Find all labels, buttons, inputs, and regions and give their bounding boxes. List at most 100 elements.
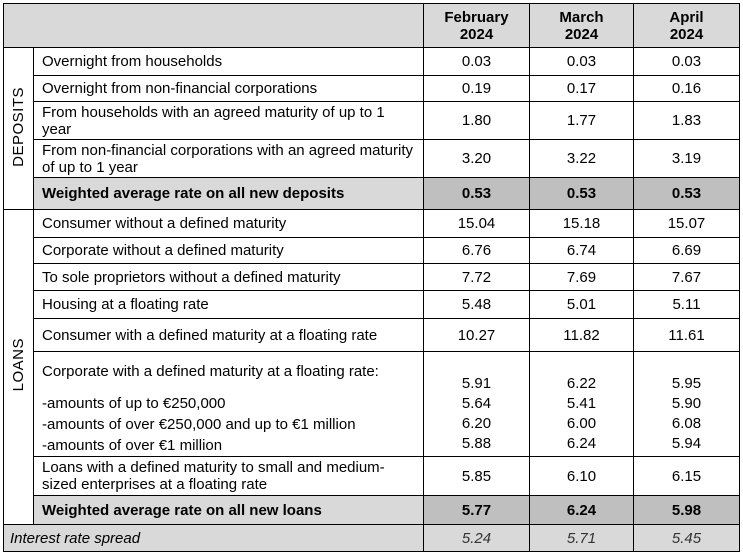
group-value: 5.95 <box>671 375 702 392</box>
subrow-value: 5.41 <box>566 395 597 412</box>
section-title: LOANS <box>10 338 27 392</box>
value-cell: 0.53 <box>633 177 740 210</box>
value-cell: 5.48 <box>423 290 530 319</box>
table-row: Overnight from non-financial corporation… <box>4 75 740 102</box>
value-cell: 3.22 <box>529 139 634 178</box>
section-title: DEPOSITS <box>10 86 27 167</box>
column-year: 2024 <box>669 25 704 43</box>
subrow-label: -amounts of over €250,000 and up to €1 m… <box>42 416 356 433</box>
value-cell: 0.53 <box>529 177 634 210</box>
row-label: Housing at a floating rate <box>33 290 424 319</box>
value-cell: 5.91 5.64 6.20 5.88 <box>423 351 530 457</box>
value-cell: 5.77 <box>423 495 530 525</box>
spread-label: Interest rate spread <box>3 524 424 552</box>
value-cell: 6.74 <box>529 237 634 264</box>
column-month: April <box>669 8 704 26</box>
value-cell: 5.85 <box>423 456 530 496</box>
group-value: 6.22 <box>566 375 597 392</box>
table-row: LOANS Consumer without a defined maturity… <box>3 209 740 525</box>
table-row: From households with an agreed maturity … <box>4 101 740 140</box>
value-cell: 1.80 <box>423 101 530 140</box>
value-cell: 0.17 <box>529 75 634 102</box>
subrow-value: 5.94 <box>671 435 702 452</box>
table-row: Weighted average rate on all new deposit… <box>4 177 740 210</box>
value-cell: 0.03 <box>529 47 634 76</box>
column-header: March 2024 <box>529 3 634 48</box>
value-cell: 6.76 <box>423 237 530 264</box>
value-cell: 11.61 <box>633 318 740 352</box>
table-row: To sole proprietors without a defined ma… <box>4 263 740 291</box>
value-cell: 0.03 <box>633 47 740 76</box>
value-cell: 6.22 5.41 6.00 6.24 <box>529 351 634 457</box>
column-year: 2024 <box>459 25 494 43</box>
value-cell: 5.95 5.90 6.08 5.94 <box>633 351 740 457</box>
value-cell: 0.19 <box>423 75 530 102</box>
value-cell: 5.01 <box>529 290 634 319</box>
row-label: Overnight from households <box>33 47 424 76</box>
value-cell: 11.82 <box>529 318 634 352</box>
table-row: Loans with a defined maturity to small a… <box>4 456 740 496</box>
value-cell: 7.72 <box>423 263 530 291</box>
value-cell: 3.20 <box>423 139 530 178</box>
value-cell: 6.10 <box>529 456 634 496</box>
header-cell <box>3 3 424 48</box>
subrow-value: 6.00 <box>566 415 597 432</box>
subrow-value: 6.08 <box>671 415 702 432</box>
value-cell: 6.69 <box>633 237 740 264</box>
row-label: From non-financial corporations with an … <box>33 139 424 178</box>
column-header: February 2024 <box>423 3 530 48</box>
subrow-value: 5.64 <box>461 395 492 412</box>
table-row: Housing at a floating rate 5.48 5.01 5.11 <box>4 290 740 319</box>
row-label: Consumer with a defined maturity at a fl… <box>33 318 424 352</box>
value-cell: 6.24 <box>529 495 634 525</box>
column-header: April 2024 <box>633 3 740 48</box>
value-cell: 15.07 <box>633 209 740 238</box>
table-row: DEPOSITS Overnight from households 0.03 0.0… <box>3 47 740 210</box>
table-row: Corporate with a defined maturity at a f… <box>4 351 740 457</box>
subrow-value: 5.90 <box>671 395 702 412</box>
table-row: Interest rate spread 5.24 5.71 5.45 <box>3 524 740 552</box>
subrow-label: -amounts of up to €250,000 <box>42 395 226 412</box>
total-label: Weighted average rate on all new loans <box>33 495 424 525</box>
table-row: Corporate without a defined maturity 6.76… <box>4 237 740 264</box>
value-cell: 0.03 <box>423 47 530 76</box>
row-label: To sole proprietors without a defined ma… <box>33 263 424 291</box>
group-label: Corporate with a defined maturity at a f… <box>42 363 379 380</box>
row-label: Consumer without a defined maturity <box>33 209 424 238</box>
value-cell: 0.53 <box>423 177 530 210</box>
value-cell: 5.98 <box>633 495 740 525</box>
row-label: Corporate without a defined maturity <box>33 237 424 264</box>
subrow-value: 6.20 <box>461 415 492 432</box>
value-cell: 7.67 <box>633 263 740 291</box>
subrow-value: 5.88 <box>461 435 492 452</box>
value-cell: 7.69 <box>529 263 634 291</box>
row-label: From households with an agreed maturity … <box>33 101 424 140</box>
value-cell: 1.77 <box>529 101 634 140</box>
value-cell: 15.18 <box>529 209 634 238</box>
value-cell: 5.71 <box>529 524 634 552</box>
row-label: Corporate with a defined maturity at a f… <box>33 351 424 457</box>
subrow-value: 6.24 <box>566 435 597 452</box>
value-cell: 0.16 <box>633 75 740 102</box>
rates-table: February 2024 March 2024 April 2024 DEPOSITS Ov… <box>3 3 740 552</box>
column-year: 2024 <box>564 25 599 43</box>
table-row: Consumer with a defined maturity at a fl… <box>4 318 740 352</box>
value-cell: 15.04 <box>423 209 530 238</box>
value-cell: 3.19 <box>633 139 740 178</box>
row-label: Loans with a defined maturity to small a… <box>33 456 424 496</box>
table-row: From non-financial corporations with an … <box>4 139 740 178</box>
total-label: Weighted average rate on all new deposit… <box>33 177 424 210</box>
value-cell: 5.45 <box>633 524 740 552</box>
table-row: February 2024 March 2024 April 2024 <box>3 3 740 48</box>
row-label: Overnight from non-financial corporation… <box>33 75 424 102</box>
value-cell: 6.15 <box>633 456 740 496</box>
value-cell: 10.27 <box>423 318 530 352</box>
section-label: DEPOSITS <box>3 47 34 210</box>
value-cell: 1.83 <box>633 101 740 140</box>
column-month: March <box>559 8 604 26</box>
table-row: Weighted average rate on all new loans 5.… <box>4 495 740 525</box>
column-month: February <box>444 8 509 26</box>
section-label: LOANS <box>3 209 34 525</box>
value-cell: 5.24 <box>423 524 530 552</box>
